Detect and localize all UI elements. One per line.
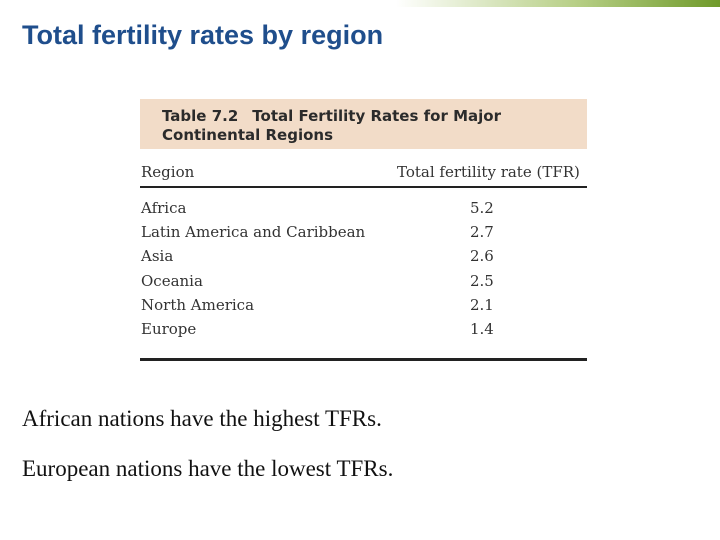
table-row: North America 2.1 [140,296,587,320]
row-region: Asia [141,247,174,266]
top-accent-bar [0,0,720,7]
table-row: Africa 5.2 [140,199,587,223]
row-region: Europe [141,319,197,338]
table-caption-band: Table 7.2 Total Fertility Rates for Major… [140,99,587,149]
slide-title: Total fertility rates by region [22,20,384,50]
table-row: Asia 2.6 [140,247,587,271]
column-header-tfr: Total fertility rate (TFR) [397,163,580,181]
row-tfr: 2.7 [470,223,494,242]
statement-lowest: European nations have the lowest TFRs. [22,456,394,481]
row-tfr: 1.4 [470,319,494,338]
row-tfr: 2.1 [470,295,494,314]
column-header-region: Region [141,163,195,181]
table-caption: Table 7.2 Total Fertility Rates for Major… [162,107,501,145]
bottom-rule [140,358,587,361]
row-region: Latin America and Caribbean [141,223,366,242]
table-row: Europe 1.4 [140,320,587,344]
row-region: Africa [141,199,187,217]
statement-highest: African nations have the highest TFRs. [22,406,382,431]
row-tfr: 2.6 [470,247,494,266]
table-caption-line1: Total Fertility Rates for Major [252,107,501,125]
header-rule [140,186,587,188]
row-region: Oceania [141,271,203,290]
table-body: Africa 5.2 Latin America and Caribbean 2… [140,199,587,344]
table-row: Latin America and Caribbean 2.7 [140,223,587,247]
row-tfr: 2.5 [470,271,494,290]
row-region: North America [141,295,255,314]
table-row: Oceania 2.5 [140,272,587,296]
table-number: Table 7.2 [162,107,239,125]
fertility-table: Table 7.2 Total Fertility Rates for Major… [140,99,587,364]
table-caption-line2: Continental Regions [162,126,334,144]
row-tfr: 5.2 [470,199,494,217]
